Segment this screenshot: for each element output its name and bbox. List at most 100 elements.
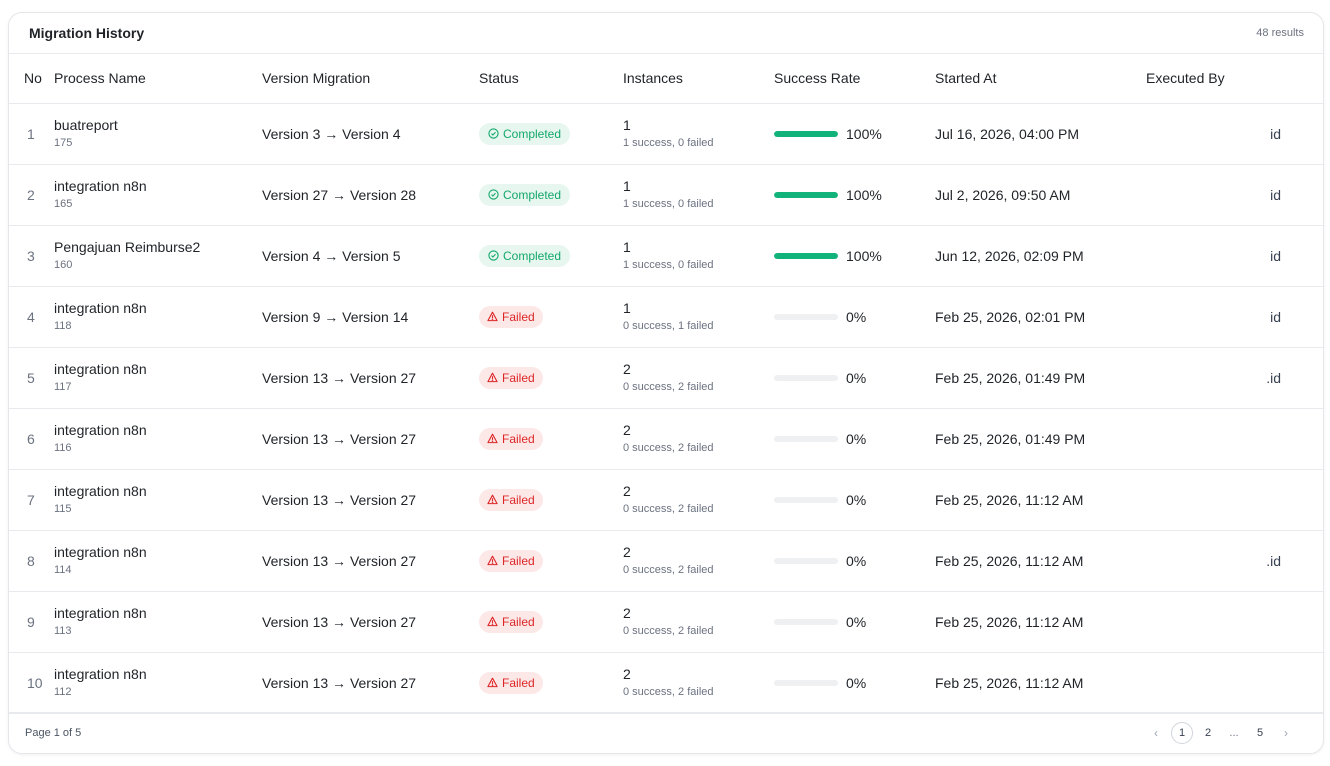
status-cell: Failed	[479, 347, 623, 408]
warning-icon	[487, 372, 498, 383]
executed-by: id	[1270, 247, 1281, 264]
column-header-executed-by[interactable]: Executed By	[1146, 54, 1323, 104]
process-id: 113	[54, 625, 72, 637]
table-row[interactable]: 2 integration n8n 165 Version 27 → Versi…	[9, 164, 1323, 225]
page-button-2[interactable]: 2	[1204, 727, 1212, 739]
table-row[interactable]: 8 integration n8n 114 Version 13 → Versi…	[9, 530, 1323, 591]
process-name[interactable]: integration n8n	[54, 544, 147, 560]
instances-cell: 1 0 success, 1 failed	[623, 286, 774, 347]
executed-by	[1146, 591, 1323, 652]
success-rate-bar	[774, 618, 838, 625]
pagination: ‹ 1 2 ... 5 ›	[1145, 722, 1297, 744]
row-number: 4	[27, 308, 35, 325]
success-rate-fill	[774, 252, 838, 259]
check-circle-icon	[488, 189, 499, 200]
column-header-success-rate[interactable]: Success Rate	[774, 54, 935, 104]
table-row[interactable]: 10 integration n8n 112 Version 13 → Vers…	[9, 652, 1323, 713]
warning-icon	[487, 677, 498, 688]
instances-cell: 2 0 success, 2 failed	[623, 530, 774, 591]
process-name[interactable]: integration n8n	[54, 300, 147, 316]
table-row[interactable]: 1 buatreport 175 Version 3 → Version 4 C…	[9, 103, 1323, 164]
process-cell: integration n8n 118	[54, 286, 262, 347]
executed-by: .id	[1266, 552, 1281, 569]
instances-count: 1	[623, 300, 631, 316]
status-label: Failed	[502, 614, 535, 629]
table-row[interactable]: 5 integration n8n 117 Version 13 → Versi…	[9, 347, 1323, 408]
status-badge: Failed	[479, 305, 543, 328]
process-name[interactable]: Pengajuan Reimburse2	[54, 239, 201, 255]
column-header-instances[interactable]: Instances	[623, 54, 774, 104]
process-cell: integration n8n 113	[54, 591, 262, 652]
instances-detail: 0 success, 2 failed	[623, 442, 714, 454]
instances-detail: 0 success, 2 failed	[623, 686, 714, 698]
results-count: 48 results	[1256, 27, 1304, 39]
version-migration: Version 27 → Version 28	[262, 186, 417, 203]
status-badge: Failed	[479, 427, 543, 450]
version-migration: Version 13 → Version 27	[262, 613, 417, 630]
success-rate-bar	[774, 679, 838, 686]
success-rate-cell: 0%	[774, 591, 935, 652]
instances-count: 1	[623, 239, 631, 255]
process-name[interactable]: integration n8n	[54, 178, 147, 194]
instances-cell: 2 0 success, 2 failed	[623, 469, 774, 530]
card-header: Migration History 48 results	[9, 13, 1323, 54]
status-cell: Completed	[479, 103, 623, 164]
success-rate-value: 0%	[846, 674, 867, 691]
column-header-started-at[interactable]: Started At	[935, 54, 1146, 104]
status-cell: Completed	[479, 225, 623, 286]
instances-detail: 1 success, 0 failed	[623, 198, 714, 210]
success-rate-cell: 100%	[774, 164, 935, 225]
page-button-1[interactable]: 1	[1171, 722, 1193, 744]
success-rate-value: 0%	[846, 308, 867, 325]
column-header-no[interactable]: No	[9, 54, 54, 104]
executed-by: id	[1270, 308, 1281, 325]
column-header-process-name[interactable]: Process Name	[54, 54, 262, 104]
instances-count: 2	[623, 483, 631, 499]
version-migration: Version 13 → Version 27	[262, 430, 417, 447]
success-rate-bar	[774, 130, 838, 137]
process-name[interactable]: integration n8n	[54, 422, 147, 438]
page-ellipsis: ...	[1229, 727, 1239, 739]
status-cell: Failed	[479, 469, 623, 530]
status-label: Completed	[503, 126, 562, 141]
page-button-5[interactable]: 5	[1256, 727, 1264, 739]
row-number: 3	[27, 247, 35, 264]
status-badge: Completed	[479, 183, 571, 206]
success-rate-bar	[774, 374, 838, 381]
status-label: Failed	[502, 492, 535, 507]
success-rate-bar	[774, 435, 838, 442]
row-number: 1	[27, 125, 35, 142]
table-row[interactable]: 4 integration n8n 118 Version 9 → Versio…	[9, 286, 1323, 347]
process-id: 117	[54, 381, 72, 393]
table-row[interactable]: 9 integration n8n 113 Version 13 → Versi…	[9, 591, 1323, 652]
process-name[interactable]: integration n8n	[54, 483, 147, 499]
process-name[interactable]: integration n8n	[54, 666, 147, 682]
version-migration: Version 13 → Version 27	[262, 491, 417, 508]
process-name[interactable]: integration n8n	[54, 361, 147, 377]
warning-icon	[487, 311, 498, 322]
status-badge: Failed	[479, 549, 543, 572]
success-rate-bar	[774, 313, 838, 320]
process-id: 115	[54, 503, 72, 515]
success-rate-value: 0%	[846, 613, 867, 630]
chevron-left-icon[interactable]: ‹	[1154, 726, 1158, 740]
row-number: 9	[27, 613, 35, 630]
table-row[interactable]: 6 integration n8n 116 Version 13 → Versi…	[9, 408, 1323, 469]
status-cell: Failed	[479, 591, 623, 652]
process-id: 116	[54, 442, 72, 454]
chevron-right-icon[interactable]: ›	[1284, 726, 1288, 740]
process-name[interactable]: buatreport	[54, 117, 118, 133]
success-rate-bar	[774, 496, 838, 503]
started-at: Feb 25, 2026, 01:49 PM	[935, 369, 1086, 386]
check-circle-icon	[488, 250, 499, 261]
process-name[interactable]: integration n8n	[54, 605, 147, 621]
process-id: 160	[54, 259, 73, 271]
executed-by: .id	[1266, 369, 1281, 386]
table-row[interactable]: 3 Pengajuan Reimburse2 160 Version 4 → V…	[9, 225, 1323, 286]
table-row[interactable]: 7 integration n8n 115 Version 13 → Versi…	[9, 469, 1323, 530]
executed-by: id	[1270, 186, 1281, 203]
column-header-status[interactable]: Status	[479, 54, 623, 104]
version-migration: Version 13 → Version 27	[262, 552, 417, 569]
version-migration: Version 4 → Version 5	[262, 247, 401, 264]
column-header-version-migration[interactable]: Version Migration	[262, 54, 479, 104]
